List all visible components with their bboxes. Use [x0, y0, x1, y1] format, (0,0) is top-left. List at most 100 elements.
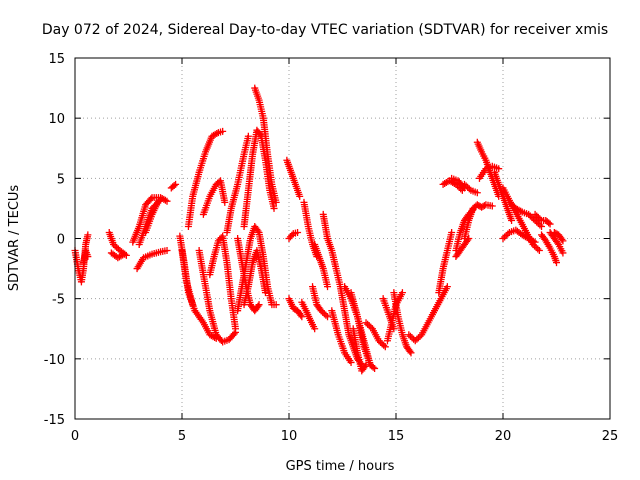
- data-point: [504, 230, 512, 238]
- data-point: [255, 301, 263, 309]
- data-point: [535, 247, 543, 255]
- data-point: [147, 195, 155, 203]
- data-point: [120, 250, 128, 258]
- data-point: [414, 334, 422, 342]
- data-point: [502, 231, 510, 239]
- y-tick-label: -15: [44, 413, 65, 428]
- data-point: [405, 331, 413, 339]
- data-point: [365, 322, 373, 330]
- y-tick-label: 15: [48, 52, 65, 67]
- data-point: [559, 237, 567, 245]
- x-tick-label: 10: [281, 429, 298, 444]
- data-point: [528, 213, 536, 221]
- x-tick-label: 20: [495, 429, 512, 444]
- y-tick-label: -10: [44, 353, 65, 368]
- data-point: [244, 132, 252, 140]
- y-tick-label: 0: [57, 233, 65, 248]
- data-point: [558, 235, 566, 243]
- data-point: [534, 245, 542, 253]
- data-point: [533, 212, 541, 220]
- data-point: [536, 215, 544, 223]
- data-point: [361, 362, 369, 370]
- data-point: [538, 222, 546, 230]
- data-point: [406, 347, 414, 355]
- data-point: [324, 313, 332, 321]
- data-point: [464, 183, 472, 191]
- data-point: [531, 210, 539, 218]
- data-point: [272, 198, 280, 206]
- data-point: [319, 308, 327, 316]
- data-point: [378, 340, 386, 348]
- data-point: [110, 241, 118, 249]
- data-point: [381, 343, 389, 351]
- data-point: [488, 202, 496, 210]
- data-point: [362, 319, 370, 327]
- data-point: [254, 302, 262, 310]
- data-point: [507, 200, 515, 208]
- data-point: [375, 337, 383, 345]
- data-point: [416, 332, 424, 340]
- data-point: [254, 227, 262, 235]
- data-point: [376, 338, 384, 346]
- data-point: [371, 364, 379, 372]
- data-point: [460, 180, 468, 188]
- data-point: [517, 207, 525, 215]
- data-point: [464, 236, 472, 244]
- data-point: [407, 349, 415, 357]
- data-point: [270, 204, 278, 212]
- data-point: [546, 220, 554, 228]
- data-point: [509, 201, 517, 209]
- data-point: [529, 215, 537, 223]
- data-point: [406, 332, 414, 340]
- data-point: [256, 131, 264, 139]
- data-point: [448, 228, 456, 236]
- data-point: [232, 325, 239, 333]
- data-point: [536, 221, 544, 229]
- x-tick-label: 15: [388, 429, 405, 444]
- data-point: [505, 198, 513, 206]
- data-point: [545, 219, 553, 227]
- data-point: [554, 239, 562, 247]
- data-point: [347, 358, 355, 366]
- y-tick-label: 10: [48, 112, 65, 127]
- data-point: [559, 249, 567, 257]
- data-point: [163, 197, 171, 205]
- data-point: [324, 283, 332, 291]
- data-point: [322, 311, 330, 319]
- data-point: [390, 325, 398, 333]
- data-point: [317, 307, 325, 315]
- data-point: [525, 210, 533, 218]
- data-point: [154, 197, 162, 205]
- x-tick-label: 5: [178, 429, 186, 444]
- data-point: [172, 180, 180, 188]
- data-point: [364, 320, 372, 328]
- data-point: [163, 247, 171, 255]
- data-point: [534, 213, 542, 221]
- data-point: [367, 323, 375, 331]
- data-point: [443, 283, 451, 291]
- data-point: [533, 218, 541, 226]
- axis-ticks: 0 5 10 15 20 25 -15 -10 -5 0 5 10 15: [44, 52, 619, 444]
- chart-title: Day 072 of 2024, Sidereal Day-to-day VTE…: [42, 22, 608, 38]
- data-point: [531, 216, 539, 224]
- data-point: [462, 182, 470, 190]
- data-point: [501, 233, 509, 241]
- x-tick-label: 25: [602, 429, 619, 444]
- data-point: [261, 289, 269, 297]
- data-point: [230, 330, 238, 338]
- data-point: [84, 231, 92, 239]
- data-point: [320, 310, 328, 318]
- x-axis-label: GPS time / hours: [286, 459, 395, 474]
- y-tick-label: -5: [52, 293, 65, 308]
- data-point: [413, 335, 421, 343]
- data-point: [311, 325, 319, 333]
- data-point: [297, 311, 305, 319]
- data-point: [362, 361, 370, 369]
- data-point: [296, 192, 304, 200]
- y-axis-label: SDTVAR / TECUs: [7, 185, 22, 292]
- data-point: [84, 253, 92, 261]
- data-point: [189, 301, 197, 309]
- data-point: [531, 238, 539, 246]
- data-point: [465, 185, 473, 193]
